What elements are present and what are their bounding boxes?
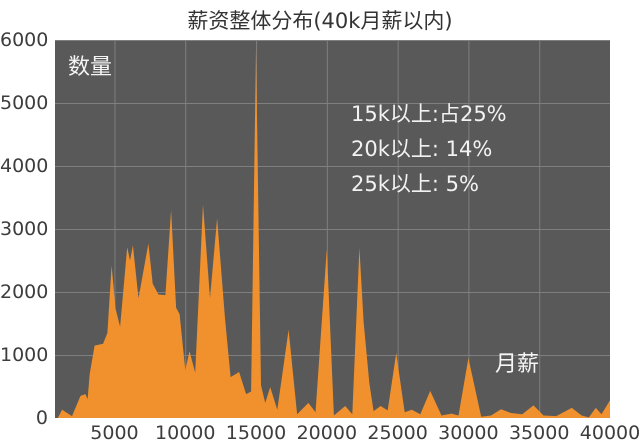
x-tick-label: 10000 xyxy=(155,422,216,444)
y-tick-label: 0 xyxy=(35,407,48,429)
y-tick-label: 1000 xyxy=(0,344,49,366)
x-tick-label: 40000 xyxy=(579,422,640,444)
x-tick-label: 35000 xyxy=(508,422,570,444)
x-axis-title: 月薪 xyxy=(495,352,540,377)
y-tick-label: 3000 xyxy=(0,218,49,240)
annotation-line: 20k以上: 14% xyxy=(351,137,493,161)
area-chart-svg xyxy=(55,40,610,418)
y-tick-label: 4000 xyxy=(0,155,49,177)
annotation-line: 15k以上:占25% xyxy=(351,102,507,126)
plot-area: 数量 月薪 15k以上:占25% 20k以上: 14% 25k以上: 5% xyxy=(55,40,610,418)
salary-distribution-area xyxy=(57,49,610,418)
x-tick-label: 30000 xyxy=(438,422,499,444)
x-tick-label: 20000 xyxy=(296,422,358,444)
y-tick-label: 5000 xyxy=(0,92,49,114)
y-axis-title: 数量 xyxy=(68,55,113,80)
annotation-block: 15k以上:占25% 20k以上: 14% 25k以上: 5% xyxy=(351,102,507,196)
y-tick-label: 2000 xyxy=(0,281,49,303)
annotation-line: 25k以上: 5% xyxy=(351,172,479,196)
chart-title: 薪资整体分布(40k月薪以内) xyxy=(187,9,453,33)
x-tick-label: 15000 xyxy=(225,422,287,444)
y-tick-label: 6000 xyxy=(0,29,49,51)
x-tick-label: 5000 xyxy=(90,422,139,444)
x-tick-label: 25000 xyxy=(367,422,428,444)
